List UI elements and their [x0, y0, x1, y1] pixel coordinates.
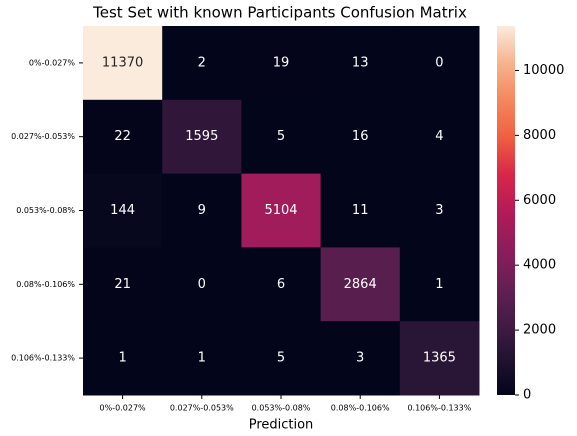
heatmap-cell — [83, 173, 163, 248]
cell-label: 0 — [435, 55, 443, 70]
chart-title: Test Set with known Participants Confusi… — [92, 4, 467, 22]
cell-label: 9 — [198, 203, 206, 218]
heatmap-cell — [399, 321, 480, 396]
cell-label: 1 — [198, 351, 206, 366]
cell-label: 11 — [352, 203, 369, 218]
colorbar-tick-label: 8000 — [523, 128, 556, 143]
cell-label: 1 — [435, 277, 443, 292]
colorbar-tick-label: 0 — [523, 388, 531, 403]
cell-label: 4 — [435, 129, 443, 144]
cell-label: 1 — [118, 351, 126, 366]
heatmap-cell — [320, 247, 401, 322]
cell-label: 3 — [435, 203, 443, 218]
heatmap-cell — [162, 26, 242, 101]
colorbar-tick-label: 4000 — [523, 258, 556, 273]
heatmap-cell — [241, 26, 322, 101]
cell-label: 21 — [114, 277, 131, 292]
cell-label: 2864 — [344, 277, 377, 292]
heatmap-cell — [399, 26, 480, 101]
heatmap-cell — [162, 247, 242, 322]
y-tick-label: 0.053%-0.08% — [16, 206, 75, 215]
cell-label: 11370 — [102, 55, 143, 70]
cell-label: 22 — [114, 129, 131, 144]
heatmap-cell — [162, 173, 242, 248]
cell-label: 2 — [198, 55, 206, 70]
heatmap-cell — [399, 173, 480, 248]
cell-label: 3 — [356, 351, 364, 366]
heatmap-cell — [241, 99, 322, 175]
cell-label: 1595 — [185, 129, 218, 144]
cell-label: 5104 — [264, 203, 297, 218]
cell-label: 13 — [352, 55, 369, 70]
heatmap-cell — [241, 321, 322, 396]
cell-label: 1365 — [423, 351, 456, 366]
y-tick-label: 0%-0.027% — [29, 58, 75, 67]
heatmap-cell — [162, 321, 242, 396]
heatmap-cell — [399, 247, 480, 322]
x-tick-label: 0.053%-0.08% — [252, 404, 311, 413]
heatmap-cell — [320, 173, 401, 248]
heatmap-cell — [320, 321, 401, 396]
heatmap-cell — [399, 99, 480, 175]
heatmap-cell — [83, 247, 163, 322]
y-tick-label: 0.027%-0.053% — [11, 132, 75, 141]
heatmap-cell — [320, 99, 401, 175]
cell-label: 16 — [352, 129, 369, 144]
cell-label: 0 — [198, 277, 206, 292]
heatmap-cell — [83, 99, 163, 175]
colorbar-tick-label: 10000 — [523, 63, 564, 78]
cell-label: 144 — [110, 203, 135, 218]
cell-label: 5 — [277, 129, 285, 144]
colorbar — [497, 26, 515, 395]
x-tick-label: 0.027%-0.053% — [170, 404, 234, 413]
cell-label: 5 — [277, 351, 285, 366]
y-tick-label: 0.106%-0.133% — [11, 354, 75, 363]
heatmap-cell — [241, 173, 322, 248]
y-tick-label: 0.08%-0.106% — [16, 280, 75, 289]
colorbar-tick-label: 2000 — [523, 323, 556, 338]
x-tick-label: 0.106%-0.133% — [407, 404, 471, 413]
x-axis-label: Prediction — [249, 418, 314, 433]
heatmap-cell — [241, 247, 322, 322]
heatmap-cell — [162, 99, 242, 175]
heatmap-cell — [83, 321, 163, 396]
heatmap-cell — [83, 26, 163, 101]
colorbar-tick-label: 6000 — [523, 193, 556, 208]
x-tick-label: 0.08%-0.106% — [331, 404, 390, 413]
cell-label: 19 — [273, 55, 290, 70]
cell-label: 6 — [277, 277, 285, 292]
heatmap-cell — [320, 26, 401, 101]
x-tick-label: 0%-0.027% — [100, 404, 146, 413]
